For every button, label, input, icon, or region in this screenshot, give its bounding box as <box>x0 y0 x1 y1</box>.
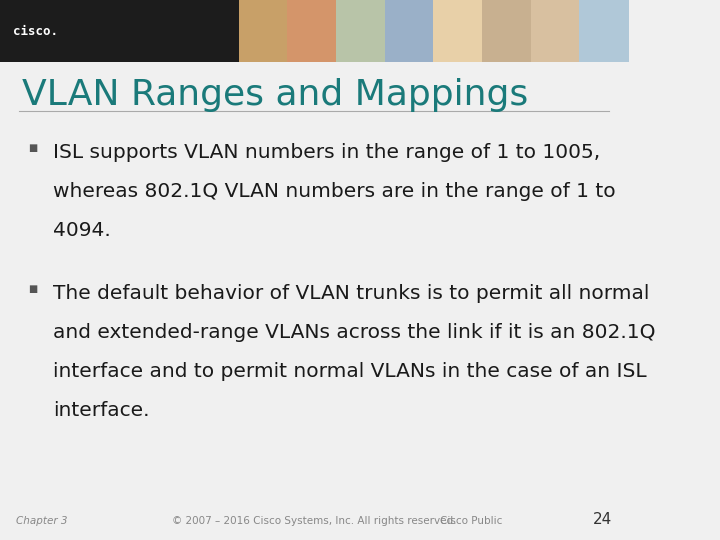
Text: cisco.: cisco. <box>12 24 58 38</box>
FancyBboxPatch shape <box>433 0 483 62</box>
Text: interface and to permit normal VLANs in the case of an ISL: interface and to permit normal VLANs in … <box>53 362 647 381</box>
Text: VLAN Ranges and Mappings: VLAN Ranges and Mappings <box>22 78 528 112</box>
FancyBboxPatch shape <box>580 0 629 62</box>
Text: Chapter 3: Chapter 3 <box>16 516 67 526</box>
Text: 24: 24 <box>593 511 613 526</box>
Text: ■: ■ <box>28 284 37 294</box>
Text: ■: ■ <box>28 143 37 153</box>
Text: The default behavior of VLAN trunks is to permit all normal: The default behavior of VLAN trunks is t… <box>53 284 649 303</box>
FancyBboxPatch shape <box>238 0 289 62</box>
Text: interface.: interface. <box>53 401 150 420</box>
FancyBboxPatch shape <box>482 0 532 62</box>
Text: whereas 802.1Q VLAN numbers are in the range of 1 to: whereas 802.1Q VLAN numbers are in the r… <box>53 182 616 201</box>
FancyBboxPatch shape <box>384 0 435 62</box>
Text: and extended-range VLANs across the link if it is an 802.1Q: and extended-range VLANs across the link… <box>53 323 656 342</box>
Text: Cisco Public: Cisco Public <box>440 516 503 526</box>
FancyBboxPatch shape <box>287 0 337 62</box>
Text: © 2007 – 2016 Cisco Systems, Inc. All rights reserved.: © 2007 – 2016 Cisco Systems, Inc. All ri… <box>172 516 456 526</box>
FancyBboxPatch shape <box>336 0 386 62</box>
Text: ISL supports VLAN numbers in the range of 1 to 1005,: ISL supports VLAN numbers in the range o… <box>53 143 600 162</box>
FancyBboxPatch shape <box>531 0 580 62</box>
FancyBboxPatch shape <box>0 0 628 62</box>
Text: 4094.: 4094. <box>53 221 111 240</box>
